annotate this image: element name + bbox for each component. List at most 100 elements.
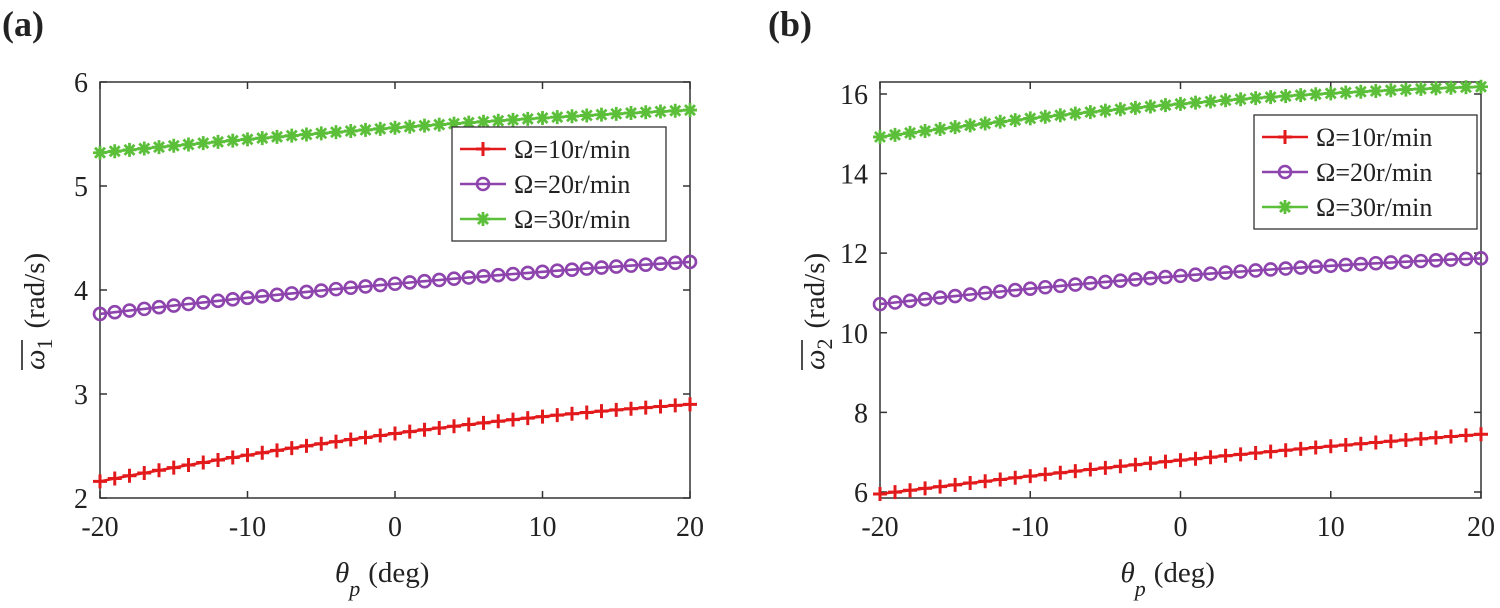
data-point: [166, 298, 182, 313]
data-point: [314, 126, 329, 141]
y-tick-label: 10: [840, 319, 868, 350]
data-point: [1158, 269, 1173, 285]
data-point: [1113, 102, 1128, 117]
data-point: [888, 127, 903, 142]
data-point: [387, 276, 403, 292]
data-point: [432, 420, 447, 435]
chart-panel-2: (b) -20 -10 0 10 20 6 8 10 12 14 16 θp (deg) ω2 (rad/s)…: [768, 4, 1495, 601]
data-point: [196, 455, 211, 470]
data-point: [1037, 279, 1053, 295]
data-point: [299, 284, 314, 300]
legend-marker: [475, 176, 491, 192]
data-point: [107, 144, 122, 159]
data-point: [476, 415, 491, 430]
x-tick-label: 10: [529, 512, 557, 543]
x-axis-subscript: p: [347, 576, 360, 601]
data-point: [431, 272, 447, 288]
y-tick-label: 12: [840, 239, 868, 270]
data-point: [93, 145, 107, 160]
y-tick-label: 16: [840, 80, 868, 111]
data-point: [299, 127, 314, 142]
data-point: [1443, 429, 1458, 444]
data-point: [520, 265, 536, 281]
data-point: [137, 141, 152, 156]
data-point: [668, 398, 683, 413]
data-point: [1248, 263, 1263, 278]
data-point: [402, 275, 418, 290]
data-point: [136, 301, 152, 317]
data-point: [978, 116, 993, 131]
x-axis-symbol: θ: [1121, 557, 1135, 589]
data-point: [329, 125, 343, 140]
data-point: [1398, 254, 1414, 270]
x-tick-label: 20: [676, 512, 704, 543]
data-point: [211, 452, 225, 467]
data-point: [388, 120, 402, 135]
data-point: [417, 273, 432, 289]
y-axis-subscript: 1: [32, 339, 57, 350]
data-point: [461, 115, 476, 130]
panel-label: (a): [2, 4, 44, 44]
data-point: [270, 443, 284, 458]
data-point: [1308, 87, 1323, 102]
data-point: [609, 402, 624, 417]
data-point: [196, 136, 211, 151]
data-point: [373, 428, 388, 443]
data-point: [1233, 447, 1248, 462]
y-tick-label: 5: [74, 172, 88, 203]
data-point: [1083, 275, 1098, 291]
data-point: [1473, 251, 1489, 266]
x-axis-symbol: θ: [335, 557, 349, 589]
data-point: [240, 290, 255, 306]
data-point: [1474, 427, 1488, 442]
data-point: [1068, 277, 1083, 292]
data-point: [1022, 281, 1038, 296]
data-point: [343, 124, 358, 139]
data-point: [490, 267, 506, 283]
data-point: [887, 295, 903, 310]
data-point: [1113, 459, 1128, 474]
y-tick-label: 3: [74, 380, 88, 411]
x-axis-unit: (deg): [1154, 557, 1215, 589]
data-point: [682, 254, 698, 270]
data-point: [550, 110, 565, 125]
data-point: [1188, 451, 1203, 466]
y-tick-label: 8: [854, 398, 868, 429]
data-point: [402, 119, 417, 134]
data-point: [1353, 256, 1369, 272]
data-point: [1443, 80, 1458, 95]
data-point: [372, 277, 388, 293]
data-point: [1068, 464, 1083, 479]
data-point: [918, 123, 933, 138]
legend-marker: [1277, 164, 1293, 180]
data-point: [888, 485, 903, 500]
data-point: [1443, 252, 1459, 267]
data-point: [1128, 100, 1143, 115]
data-point: [1383, 255, 1399, 270]
data-point: [1398, 433, 1413, 448]
data-point: [255, 445, 270, 460]
data-point: [269, 287, 285, 303]
data-point: [624, 401, 638, 416]
data-point: [328, 281, 344, 297]
data-point: [225, 292, 241, 307]
y-axis-label-text: ω2 (rad/s): [799, 253, 837, 370]
data-point: [535, 111, 550, 126]
data-point: [932, 290, 948, 305]
data-point: [1474, 79, 1488, 94]
data-point: [506, 112, 520, 127]
data-point: [683, 103, 697, 118]
data-point: [1428, 81, 1443, 96]
data-point: [255, 131, 270, 146]
data-point: [1338, 257, 1354, 273]
data-point: [903, 483, 918, 498]
x-tick-label: -10: [229, 512, 266, 543]
data-point: [549, 263, 565, 279]
data-point: [873, 129, 887, 144]
data-point: [608, 259, 624, 274]
data-point: [1233, 264, 1248, 279]
data-point: [240, 132, 255, 147]
data-point: [491, 113, 506, 128]
data-point: [1173, 96, 1188, 111]
